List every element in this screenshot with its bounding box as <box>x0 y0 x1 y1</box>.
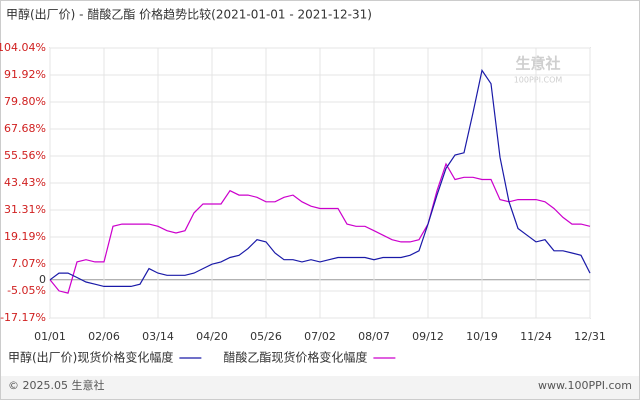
legend-label: 甲醇(出厂价)现货价格变化幅度 <box>8 350 173 365</box>
x-tick-label: 10/19 <box>466 330 498 343</box>
x-tick-label: 02/06 <box>88 330 120 343</box>
watermark-url: 100PPI.COM <box>514 76 563 85</box>
footer-bar <box>1 376 639 399</box>
y-tick-label: -5.05% <box>7 284 46 297</box>
series-line <box>49 68 591 287</box>
footer-right: www.100PPI.com <box>538 379 632 392</box>
footer-left: © 2025.05 生意社 <box>8 378 104 392</box>
y-tick-label: 79.80% <box>4 95 46 108</box>
y-tick-label: 31.31% <box>4 203 46 216</box>
x-tick-label: 05/26 <box>250 330 282 343</box>
watermark: 生意社 <box>515 55 560 73</box>
y-tick-label: 7.07% <box>11 257 46 270</box>
chart-title: 甲醇(出厂价) - 醋酸乙酯 价格趋势比较(2021-01-01 - 2021-… <box>6 7 372 22</box>
x-tick-label: 12/31 <box>574 330 606 343</box>
x-tick-label: 11/24 <box>520 330 552 343</box>
y-tick-label: 0 <box>39 273 46 286</box>
y-tick-label: 104.04% <box>0 41 46 54</box>
y-tick-label: 67.68% <box>4 122 46 135</box>
x-tick-label: 01/01 <box>34 330 66 343</box>
x-tick-label: 09/12 <box>412 330 444 343</box>
x-tick-label: 08/07 <box>358 330 390 343</box>
y-tick-label: 91.92% <box>4 68 46 81</box>
legend-label: 醋酸乙酯现货价格变化幅度 <box>223 350 367 365</box>
y-tick-label: 19.19% <box>4 230 46 243</box>
series-line <box>49 162 591 294</box>
y-tick-label: 55.56% <box>4 149 46 162</box>
y-tick-label: 43.43% <box>4 176 46 189</box>
x-tick-label: 04/20 <box>196 330 228 343</box>
x-tick-label: 07/02 <box>304 330 336 343</box>
x-tick-label: 03/14 <box>142 330 174 343</box>
y-tick-label: -17.17% <box>0 311 46 324</box>
